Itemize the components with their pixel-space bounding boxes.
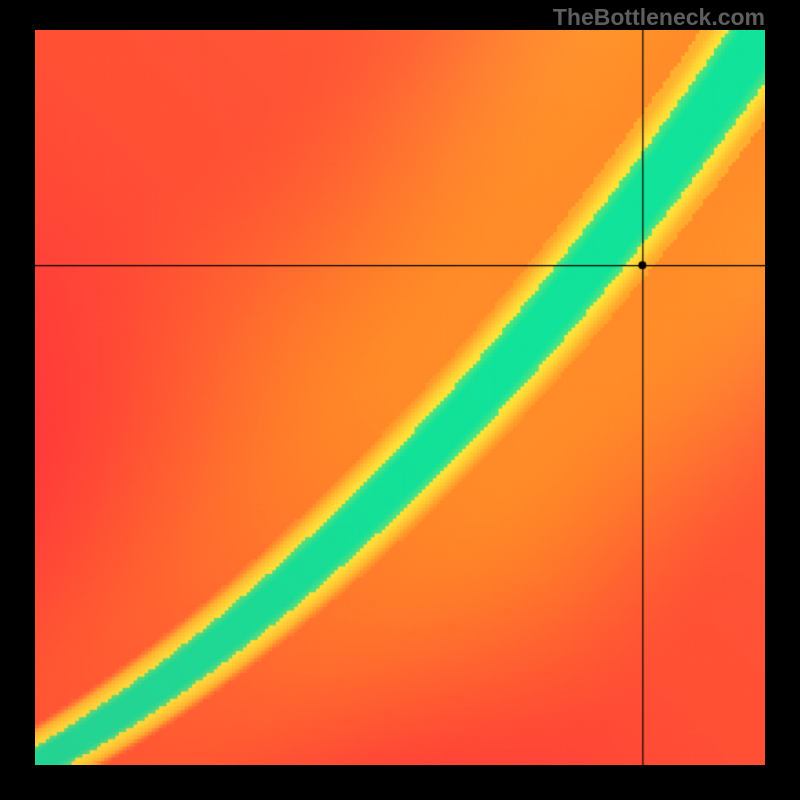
bottleneck-heatmap (35, 30, 765, 765)
watermark-text: TheBottleneck.com (553, 4, 765, 31)
